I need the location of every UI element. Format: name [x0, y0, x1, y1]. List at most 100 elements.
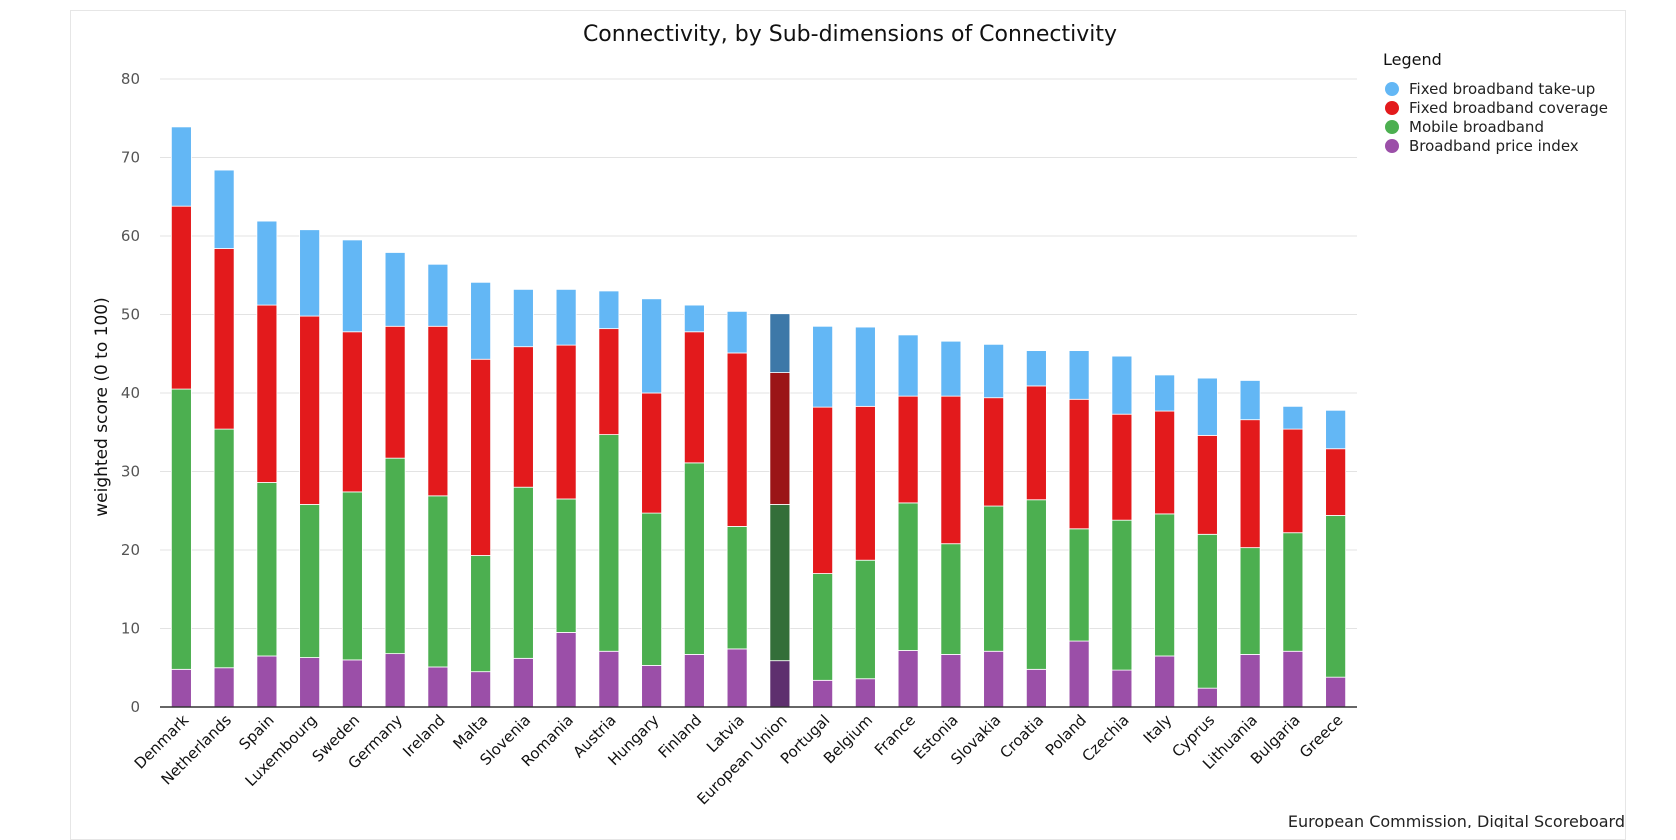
bar-segment: [427, 666, 449, 708]
bar-segment: [769, 660, 791, 708]
bar-segment: [641, 664, 663, 708]
legend-title: Legend: [1383, 50, 1442, 69]
bar-segment: [1068, 640, 1090, 708]
y-tick-label: 60: [121, 227, 140, 245]
bar-segment: [683, 304, 705, 333]
bar-segment: [854, 559, 876, 680]
legend-swatch: [1385, 82, 1399, 96]
bar-segment: [897, 650, 919, 708]
bar-segment: [1325, 515, 1347, 678]
bar-segment: [512, 486, 534, 659]
bar-segment: [726, 310, 748, 354]
y-tick-label: 40: [121, 384, 140, 402]
bar-segment: [341, 659, 363, 708]
bar-segment: [555, 498, 577, 633]
bar-segment: [897, 334, 919, 397]
bar-segment: [598, 328, 620, 436]
bar-segment: [1154, 374, 1176, 412]
bar-segment: [512, 657, 534, 708]
bar-segment: [897, 395, 919, 504]
bar-segment: [1239, 380, 1261, 421]
bar-segment: [170, 668, 192, 708]
bar-segment: [683, 462, 705, 655]
bar-segment: [641, 392, 663, 514]
bar-segment: [213, 667, 235, 708]
y-tick-label: 30: [121, 463, 140, 481]
chart-card: [70, 10, 1626, 840]
bar-segment: [641, 298, 663, 394]
y-tick-label: 70: [121, 149, 140, 167]
bar-segment: [555, 344, 577, 500]
bar-segment: [812, 406, 834, 574]
bar-segment: [384, 325, 406, 459]
bar-segment: [1282, 532, 1304, 652]
bar-segment: [1239, 419, 1261, 549]
bar-segment: [427, 495, 449, 668]
bar-segment: [1111, 669, 1133, 708]
bar-segment: [1196, 434, 1218, 535]
grid-lines: [160, 78, 1357, 629]
bar-segment: [769, 372, 791, 505]
bar-segment: [812, 325, 834, 408]
y-tick-label: 80: [121, 70, 140, 88]
bar-segment: [299, 315, 321, 505]
source-credit: European Commission, Digital Scoreboard: [1288, 812, 1625, 828]
bar-segment: [983, 650, 1005, 708]
bar-segment: [1025, 668, 1047, 708]
bar-segment: [1239, 547, 1261, 655]
bar-segment: [256, 482, 278, 657]
bar-segment: [683, 654, 705, 708]
bar-segment: [1154, 513, 1176, 657]
bar-segment: [940, 543, 962, 655]
legend-swatch: [1385, 101, 1399, 115]
legend-swatch: [1385, 120, 1399, 134]
bar-segment: [170, 205, 192, 390]
bar-segment: [170, 126, 192, 207]
bar-segment: [470, 358, 492, 556]
bar-segment: [812, 679, 834, 708]
bar-segment: [299, 504, 321, 658]
bar-segment: [512, 346, 534, 488]
y-tick-label: 10: [121, 620, 140, 638]
bar-segment: [1325, 448, 1347, 516]
legend-swatch: [1385, 139, 1399, 153]
x-tick-label: Italy: [1140, 711, 1176, 747]
legend-label: Fixed broadband coverage: [1409, 99, 1608, 117]
bar-segment: [854, 678, 876, 708]
bar-segment: [854, 405, 876, 561]
bar-segment: [812, 573, 834, 681]
y-axis-ticks: 0 10 20 30 40 50 60 70 80: [121, 70, 140, 716]
legend-label: Mobile broadband: [1409, 118, 1544, 136]
y-axis-label: weighted score (0 to 100): [92, 297, 112, 516]
legend-label: Broadband price index: [1409, 137, 1579, 155]
bar-segment: [256, 220, 278, 306]
bar-segment: [1111, 355, 1133, 415]
bar-segment: [170, 388, 192, 670]
bar-segment: [1068, 350, 1090, 400]
bar-segment: [427, 263, 449, 327]
bar-segment: [341, 491, 363, 661]
bar-segment: [983, 343, 1005, 399]
bar-segment: [1325, 409, 1347, 450]
bar-segment: [1025, 385, 1047, 501]
bar-segment: [384, 252, 406, 327]
x-tick-label: Finland: [655, 711, 706, 762]
bar-segment: [769, 504, 791, 662]
bar-segment: [1196, 377, 1218, 436]
y-tick-label: 0: [130, 698, 140, 716]
bar-segment: [641, 512, 663, 666]
y-tick-label: 20: [121, 541, 140, 559]
bar-segment: [427, 325, 449, 497]
bar-segment: [983, 505, 1005, 652]
bar-segment: [1111, 519, 1133, 671]
bar-segment: [555, 288, 577, 346]
bar-segment: [470, 281, 492, 360]
y-tick-label: 50: [121, 306, 140, 324]
bar-segment: [1154, 655, 1176, 708]
bar-segment: [1068, 398, 1090, 530]
bar-segment: [940, 395, 962, 545]
x-tick-label: Croatia: [996, 711, 1047, 762]
